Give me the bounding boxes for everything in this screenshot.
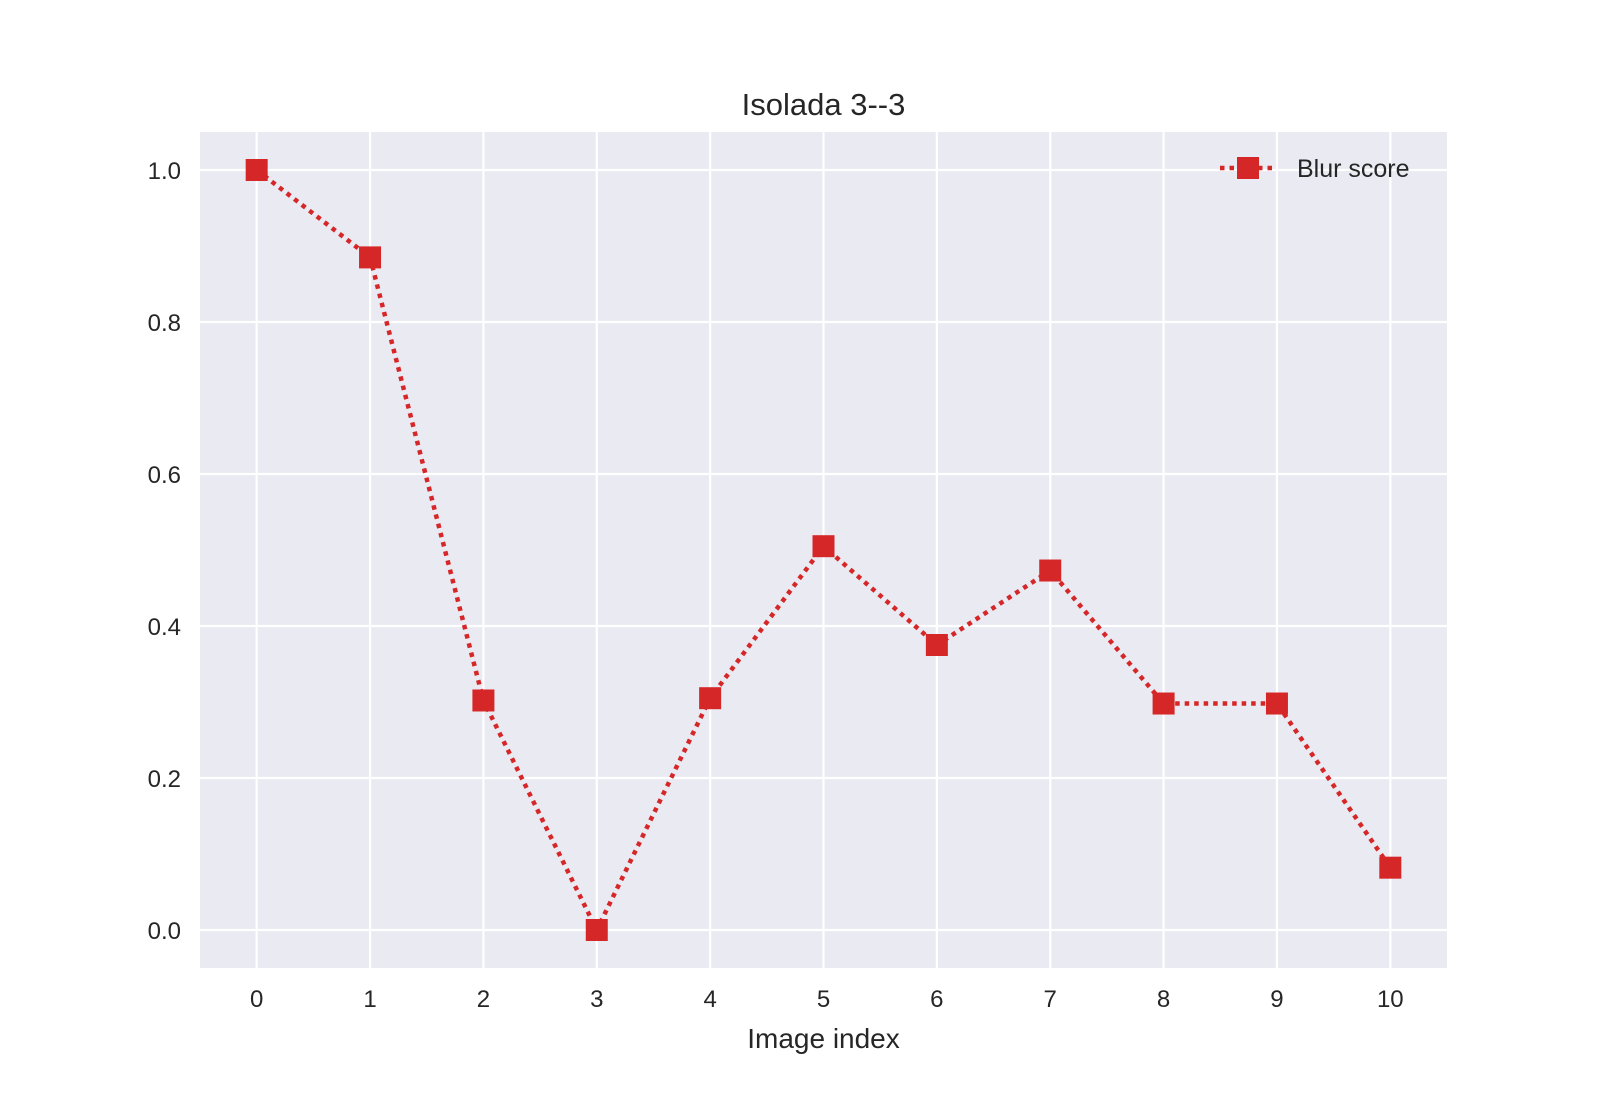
- tick-labels: 0 1 2 3 4 5 6 7 8 9 10 0.0 0.2 0.4 0.6 0.8 1.0: [148, 158, 1404, 1013]
- data-point: [245, 159, 268, 181]
- legend-label-blur-score: Blur score: [1297, 155, 1410, 183]
- legend: Blur score: [1220, 155, 1410, 183]
- x-tick-label: 8: [1157, 986, 1170, 1013]
- data-point: [1379, 856, 1402, 879]
- grid-lines: [200, 132, 1447, 968]
- x-tick-label: 7: [1044, 986, 1057, 1013]
- data-point: [1152, 692, 1175, 715]
- data-point: [1039, 559, 1062, 582]
- series-layer: [245, 159, 1402, 941]
- data-point: [812, 535, 835, 558]
- data-point: [699, 687, 722, 710]
- data-point: [925, 634, 948, 656]
- y-tick-label: 0.8: [148, 310, 181, 337]
- chart-title: Isolada 3--3: [742, 87, 906, 122]
- y-tick-label: 0.4: [148, 614, 181, 641]
- x-tick-label: 10: [1377, 986, 1404, 1013]
- x-tick-label: 2: [477, 986, 490, 1013]
- data-point: [585, 919, 608, 941]
- x-tick-label: 0: [250, 986, 263, 1013]
- x-tick-label: 3: [590, 986, 603, 1013]
- data-point: [359, 246, 382, 269]
- x-tick-label: 6: [930, 986, 943, 1013]
- legend-marker-swatch: [1237, 157, 1259, 179]
- data-point: [1265, 692, 1288, 715]
- x-tick-label: 4: [703, 986, 716, 1013]
- y-tick-label: 0.2: [148, 766, 181, 793]
- x-tick-label: 9: [1270, 986, 1283, 1013]
- x-tick-label: 1: [363, 986, 376, 1013]
- y-tick-label: 0.0: [148, 918, 181, 945]
- y-tick-label: 1.0: [148, 158, 181, 185]
- data-point: [472, 689, 495, 712]
- x-axis-label: Image index: [747, 1023, 900, 1054]
- x-tick-label: 5: [817, 986, 830, 1013]
- y-tick-label: 0.6: [148, 462, 181, 489]
